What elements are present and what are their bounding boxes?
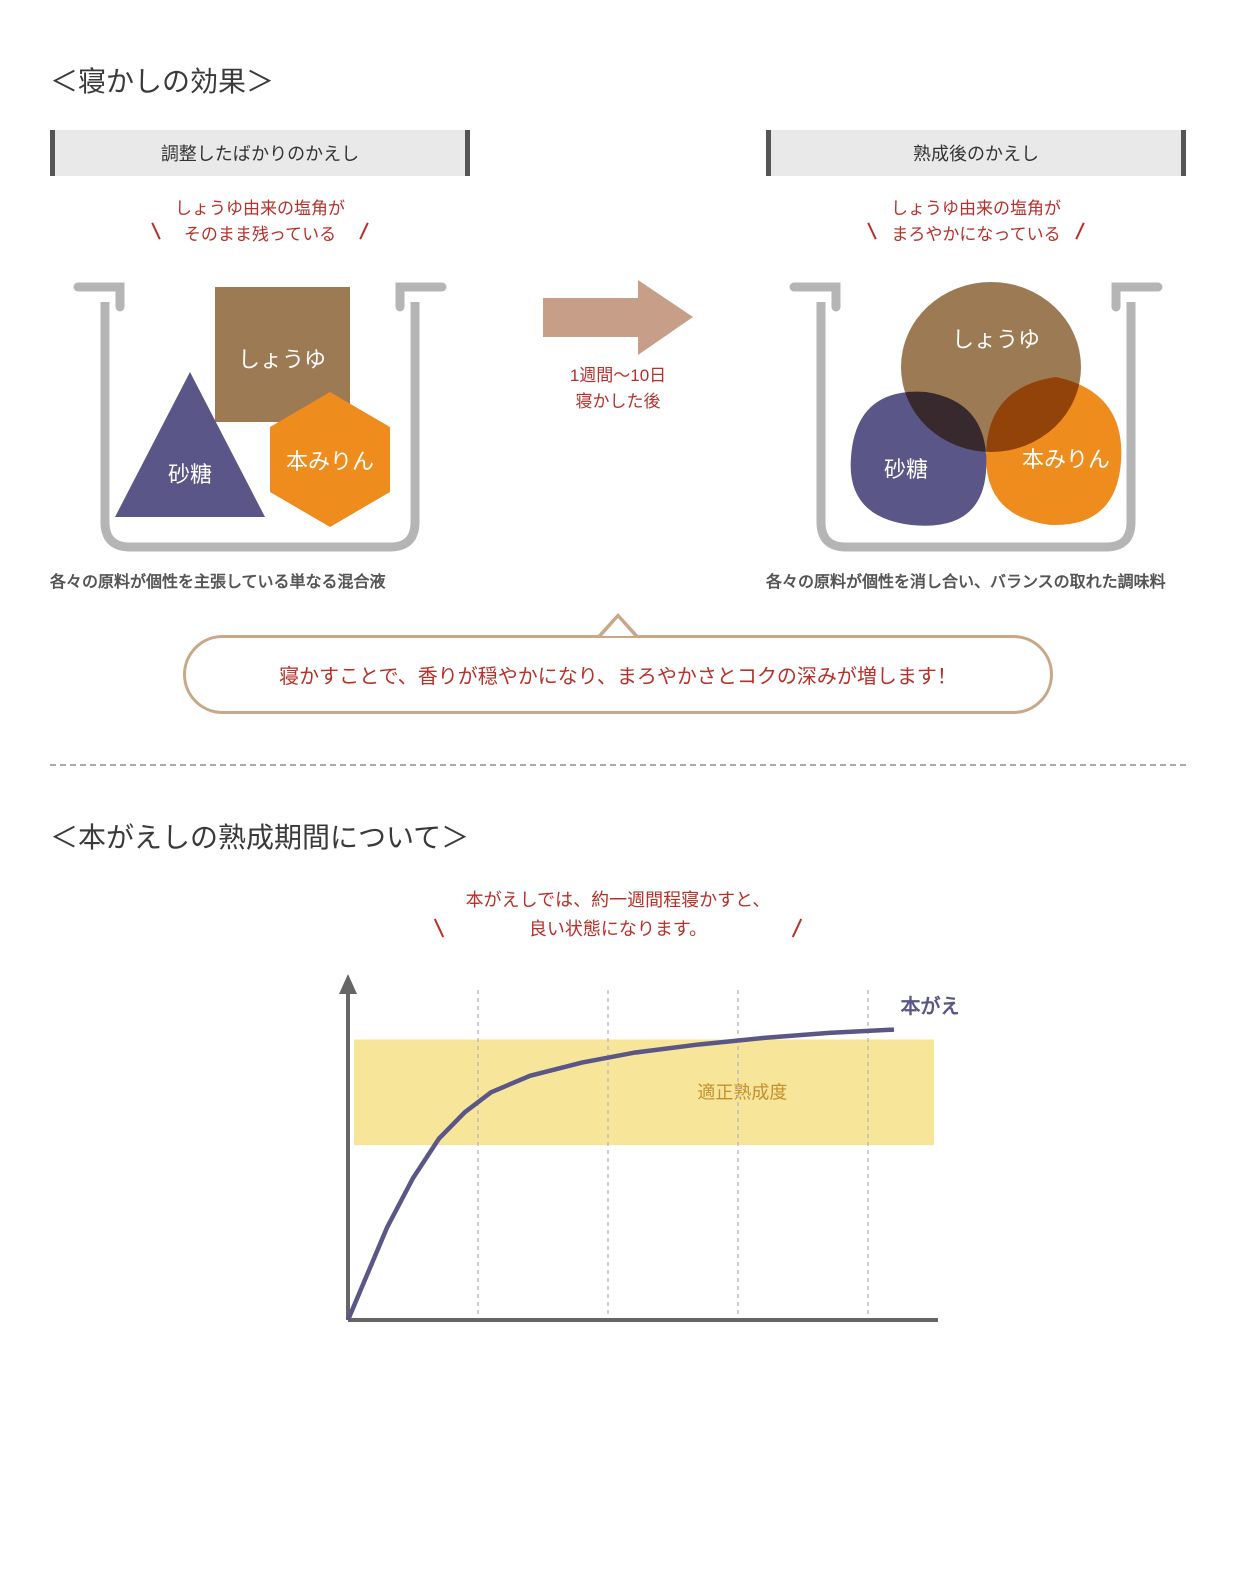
arrow-l1: 1週間〜10日 (570, 366, 666, 385)
section1-title: ＜寝かしの効果＞ (50, 60, 1186, 100)
tick-icon (792, 918, 802, 937)
svg-text:砂糖: 砂糖 (884, 457, 928, 482)
chart-area: 本がえしでは、約一週間程寝かすと、 良い状態になります。 適正熟成度 本がえし (50, 886, 1186, 1350)
pot-before: しょうゆ 砂糖 本みりん (60, 257, 460, 557)
maturation-chart: 適正熟成度 本がえし (278, 950, 958, 1350)
pot-after: しょうゆ 砂糖 本みりん (776, 257, 1176, 557)
svg-text:本がえし: 本がえし (901, 994, 959, 1018)
svg-text:しょうゆ: しょうゆ (238, 347, 326, 372)
panel-before-header: 調整したばかりのかえし (50, 130, 470, 176)
svg-text:適正熟成度: 適正熟成度 (697, 1082, 787, 1102)
note-l2: そのまま残っている (184, 225, 336, 244)
cnote-2: 良い状態になります。 (529, 919, 707, 939)
svg-text:しょうゆ: しょうゆ (952, 327, 1040, 352)
note-r2: まろやかになっている (891, 225, 1060, 244)
note-r1: しょうゆ由来の塩角が (891, 199, 1061, 218)
svg-text:本みりん: 本みりん (286, 449, 374, 474)
arrow-icon (543, 280, 693, 355)
panel-after-header: 熟成後のかえし (766, 130, 1186, 176)
arrow-label: 1週間〜10日 寝かした後 (570, 363, 666, 414)
section-divider (50, 764, 1186, 766)
tick-icon (151, 222, 160, 239)
tick-icon (359, 222, 368, 239)
summary-bubble: 寝かすことで、香りが穏やかになり、まろやかさとコクの深みが増します！ (183, 635, 1053, 714)
svg-text:本みりん: 本みりん (1022, 447, 1110, 472)
panel-before-caption: 各々の原料が個性を主張している単なる混合液 (50, 571, 470, 595)
panel-after: 熟成後のかえし しょうゆ由来の塩角が まろやかになっている (766, 130, 1186, 595)
comparison-row: 調整したばかりのかえし しょうゆ由来の塩角が そのまま残っている しょうゆ 砂糖 (50, 130, 1186, 595)
panel-after-caption: 各々の原料が個性を消し合い、バランスの取れた調味料 (766, 571, 1186, 595)
arrow-l2: 寝かした後 (576, 392, 661, 411)
panel-before: 調整したばかりのかえし しょうゆ由来の塩角が そのまま残っている しょうゆ 砂糖 (50, 130, 470, 595)
panel-before-note: しょうゆ由来の塩角が そのまま残っている (175, 196, 345, 247)
bubble-text: 寝かすことで、香りが穏やかになり、まろやかさとコクの深みが増します！ (183, 635, 1053, 714)
section2-title: ＜本がえしの熟成期間について＞ (50, 816, 1186, 856)
tick-icon (1075, 222, 1084, 239)
note-l1: しょうゆ由来の塩角が (175, 199, 345, 218)
bubble-tail-icon (598, 613, 638, 635)
tick-icon (867, 222, 876, 239)
svg-text:砂糖: 砂糖 (168, 462, 212, 487)
transition-arrow: 1週間〜10日 寝かした後 (518, 280, 718, 414)
panel-after-note: しょうゆ由来の塩角が まろやかになっている (891, 196, 1061, 247)
tick-icon (433, 918, 443, 937)
cnote-1: 本がえしでは、約一週間程寝かすと、 (466, 890, 771, 910)
chart-note: 本がえしでは、約一週間程寝かすと、 良い状態になります。 (466, 886, 771, 944)
